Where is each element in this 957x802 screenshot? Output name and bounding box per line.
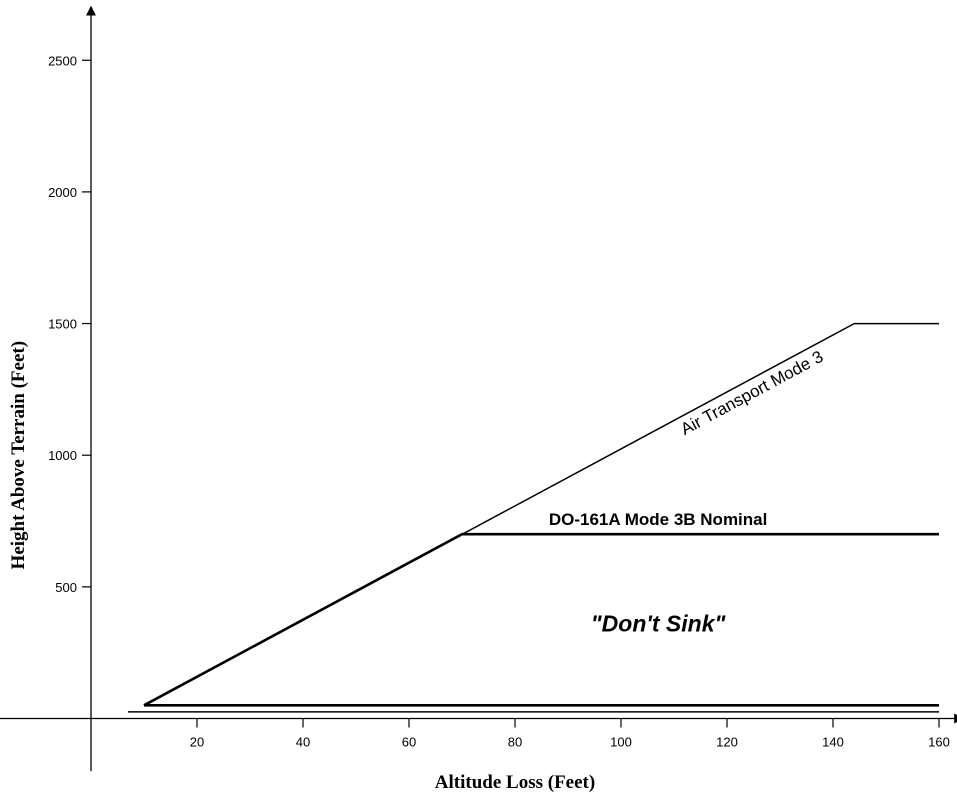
- series-lines: [128, 322, 939, 713]
- x-tick-label: 140: [822, 735, 844, 750]
- y-tick-label: 500: [55, 580, 77, 595]
- x-tick-label: 80: [508, 735, 522, 750]
- y-tick-label: 1500: [48, 317, 77, 332]
- y-tick-label: 2500: [48, 53, 77, 68]
- y-ticks: 500 1000 1500 2000 2500: [48, 53, 91, 595]
- x-tick-label: 60: [402, 735, 416, 750]
- series-label-air-transport-mode-3: Air Transport Mode 3: [677, 347, 826, 439]
- x-tick-label: 120: [716, 735, 738, 750]
- series-line-do-161a-mode-3b: [143, 532, 939, 707]
- x-ticks: 20 40 60 80 100 120 140 160: [190, 718, 950, 750]
- x-tick-label: 20: [190, 735, 204, 750]
- series-line-air-transport-mode-3: [143, 322, 939, 706]
- axes: [0, 5, 957, 772]
- annotation-dont-sink: "Don't Sink": [591, 611, 727, 637]
- x-axis-title: Altitude Loss (Feet): [435, 772, 595, 793]
- x-tick-label: 100: [610, 735, 632, 750]
- y-axis-title: Height Above Terrain (Feet): [8, 341, 29, 570]
- series-label-do-161a-mode-3b: DO-161A Mode 3B Nominal: [549, 510, 768, 529]
- y-tick-label: 2000: [48, 185, 77, 200]
- x-tick-label: 40: [296, 735, 310, 750]
- y-tick-label: 1000: [48, 448, 77, 463]
- x-tick-label: 160: [928, 735, 950, 750]
